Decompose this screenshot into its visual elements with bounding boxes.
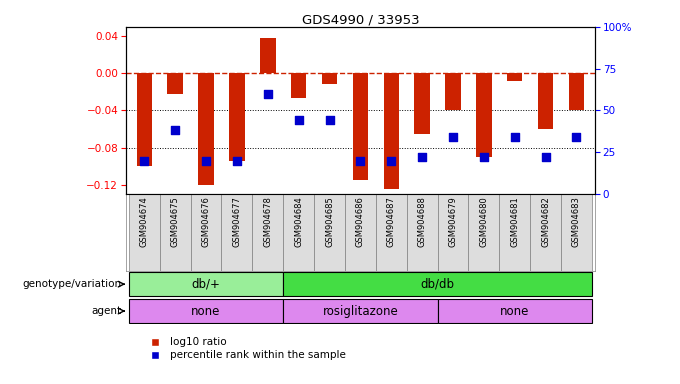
Text: agent: agent <box>91 306 121 316</box>
Text: GSM904676: GSM904676 <box>201 196 211 247</box>
Point <box>231 157 242 164</box>
Bar <box>538 73 554 129</box>
Bar <box>469 194 499 271</box>
Point <box>540 154 551 160</box>
Text: GSM904681: GSM904681 <box>510 196 520 247</box>
Point <box>170 127 181 134</box>
Text: db/db: db/db <box>420 278 454 291</box>
Bar <box>530 194 561 271</box>
Text: GSM904679: GSM904679 <box>449 196 458 247</box>
Text: genotype/variation: genotype/variation <box>22 279 121 289</box>
Text: GSM904678: GSM904678 <box>263 196 272 247</box>
Bar <box>129 194 160 271</box>
Bar <box>190 194 222 271</box>
Bar <box>499 194 530 271</box>
Bar <box>507 73 522 81</box>
Bar <box>160 194 190 271</box>
Text: GSM904684: GSM904684 <box>294 196 303 247</box>
Bar <box>222 194 252 271</box>
Text: GSM904688: GSM904688 <box>418 196 426 247</box>
Point <box>509 134 520 140</box>
Text: GSM904682: GSM904682 <box>541 196 550 247</box>
Text: GSM904675: GSM904675 <box>171 196 180 247</box>
Bar <box>284 194 314 271</box>
Bar <box>353 73 368 180</box>
Point <box>262 91 273 97</box>
Bar <box>384 73 399 189</box>
Bar <box>345 194 376 271</box>
Text: none: none <box>191 305 221 318</box>
Bar <box>137 73 152 166</box>
Bar <box>129 299 284 323</box>
Point <box>324 118 335 124</box>
Point <box>139 157 150 164</box>
Bar <box>167 73 183 94</box>
Text: GSM904686: GSM904686 <box>356 196 365 247</box>
Bar <box>561 194 592 271</box>
Bar <box>291 73 307 98</box>
Bar <box>260 38 275 73</box>
Text: db/+: db/+ <box>192 278 220 291</box>
Text: GSM904674: GSM904674 <box>140 196 149 247</box>
Legend: log10 ratio, percentile rank within the sample: log10 ratio, percentile rank within the … <box>140 333 350 364</box>
Point <box>355 157 366 164</box>
Text: rosiglitazone: rosiglitazone <box>322 305 398 318</box>
Bar <box>414 73 430 134</box>
Bar <box>252 194 284 271</box>
Point <box>293 118 304 124</box>
Text: GSM904683: GSM904683 <box>572 196 581 247</box>
Bar <box>129 272 284 296</box>
Bar <box>437 194 469 271</box>
Bar <box>229 73 245 161</box>
Point <box>447 134 458 140</box>
Text: GSM904677: GSM904677 <box>233 196 241 247</box>
Text: GDS4990 / 33953: GDS4990 / 33953 <box>302 13 419 26</box>
Point <box>571 134 582 140</box>
Bar <box>284 299 437 323</box>
Bar <box>322 73 337 84</box>
Bar <box>407 194 437 271</box>
Text: GSM904685: GSM904685 <box>325 196 334 247</box>
Bar <box>445 73 461 111</box>
Point <box>201 157 211 164</box>
Bar <box>314 194 345 271</box>
Bar <box>568 73 584 111</box>
Text: GSM904680: GSM904680 <box>479 196 488 247</box>
Point <box>386 157 396 164</box>
Point <box>479 154 490 160</box>
Text: GSM904687: GSM904687 <box>387 196 396 247</box>
Text: none: none <box>500 305 530 318</box>
Bar <box>199 73 214 185</box>
Point <box>417 154 428 160</box>
Bar <box>376 194 407 271</box>
Bar <box>476 73 492 157</box>
Bar <box>437 299 592 323</box>
Bar <box>284 272 592 296</box>
